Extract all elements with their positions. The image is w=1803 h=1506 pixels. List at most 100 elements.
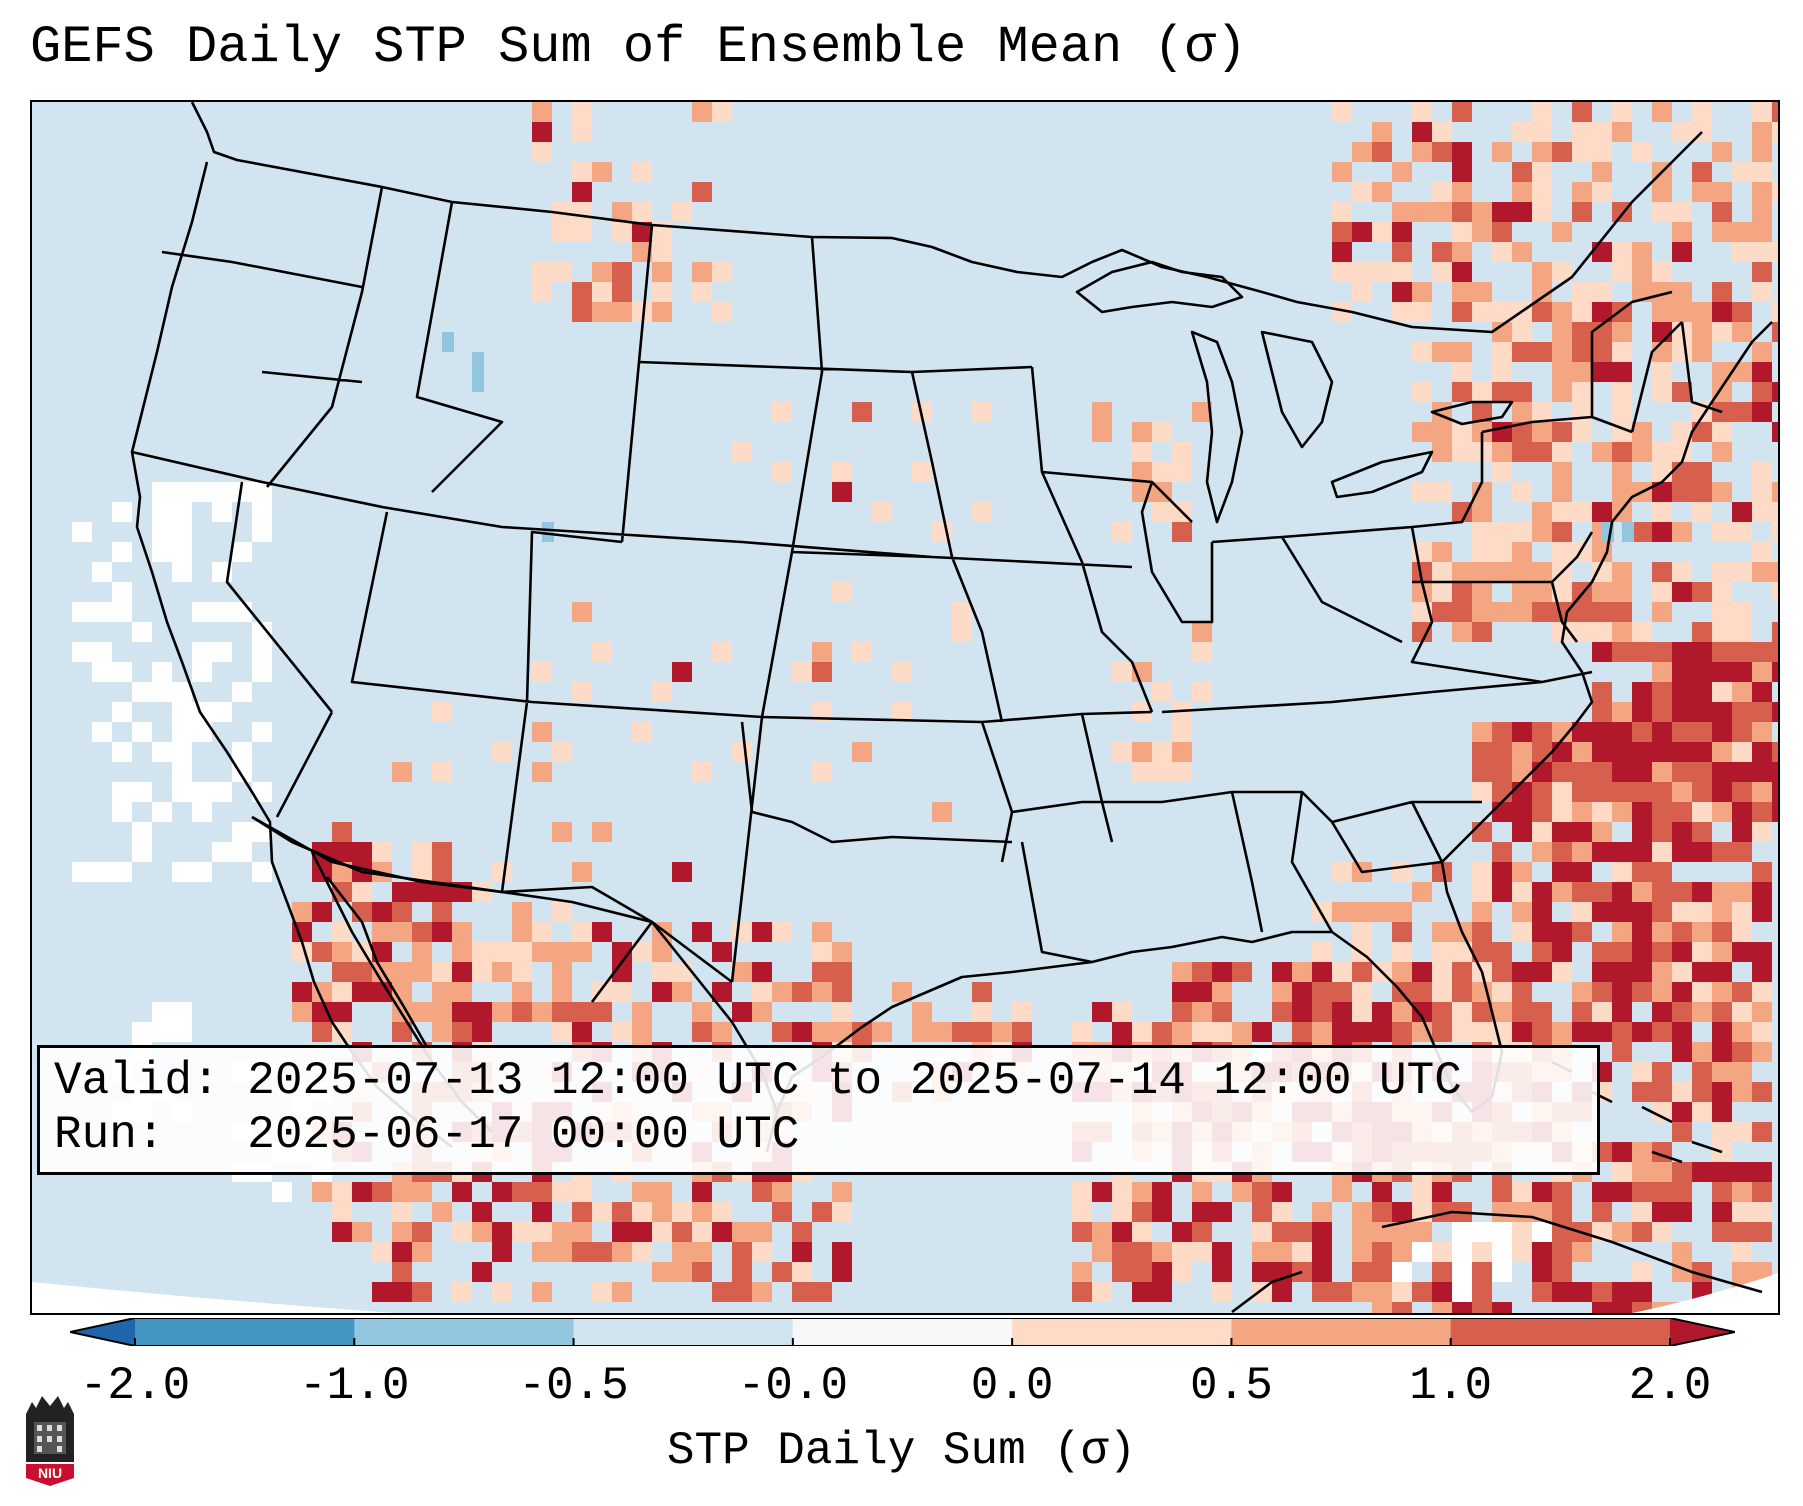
anomaly-cell [1152,762,1172,782]
anomaly-cell [1652,1002,1672,1022]
anomaly-cell [452,1182,472,1202]
anomaly-cell [1652,962,1672,982]
anomaly-cell [1512,922,1532,942]
anomaly-cell [1672,202,1692,222]
anomaly-cell [1092,1282,1112,1302]
anomaly-cell [532,1202,552,1222]
anomaly-cell [1492,782,1512,802]
anomaly-cell [1732,222,1752,242]
anomaly-cell [352,982,372,1002]
anomaly-cell [292,982,312,1002]
anomaly-cell [1272,982,1292,1002]
anomaly-cell [632,162,652,182]
anomaly-cell [172,482,192,502]
anomaly-cell [92,562,112,582]
anomaly-cell [1712,482,1732,502]
anomaly-cell [1692,722,1712,742]
anomaly-cell [692,1002,712,1022]
anomaly-cell [1132,1182,1152,1202]
projection-edge [32,1282,395,1313]
anomaly-cell [1332,962,1352,982]
anomaly-cell [1352,1262,1372,1282]
anomaly-cell [1612,1162,1632,1182]
anomaly-cell [1512,322,1532,342]
anomaly-cell [632,1022,652,1042]
anomaly-cell [1412,422,1432,442]
anomaly-cell [1092,402,1112,422]
anomaly-cell [492,742,512,762]
anomaly-cell [412,942,432,962]
anomaly-cell [912,462,932,482]
logo-text: NIU [38,1465,62,1481]
anomaly-cell [1552,482,1572,502]
anomaly-cell [1532,342,1552,362]
anomaly-cell [1592,622,1612,642]
anomaly-cell [1332,222,1352,242]
anomaly-cell [1512,522,1532,542]
anomaly-cell [1112,742,1132,762]
anomaly-cell [1752,1202,1772,1222]
anomaly-cell [572,922,592,942]
anomaly-cell [1632,822,1652,842]
anomaly-cell [112,802,132,822]
anomaly-cell [1552,1242,1572,1262]
anomaly-cell [1612,1182,1632,1202]
anomaly-cell [772,982,792,1002]
anomaly-cell [1652,382,1672,402]
anomaly-cell [1472,1262,1492,1282]
anomaly-cell [1592,1002,1612,1022]
anomaly-cell [1312,1222,1332,1242]
anomaly-cell [812,662,832,682]
anomaly-cell [392,1222,412,1242]
anomaly-cell [1692,762,1712,782]
anomaly-cell [552,982,572,1002]
anomaly-cell [1312,1002,1332,1022]
anomaly-cell [312,1182,332,1202]
anomaly-cell [592,922,612,942]
anomaly-cell [1612,482,1632,502]
anomaly-cell [1392,1282,1412,1302]
anomaly-cell [1152,1022,1172,1042]
anomaly-cell [1652,262,1672,282]
anomaly-cell [1452,142,1472,162]
anomaly-cell [692,922,712,942]
anomaly-cell [532,1002,552,1022]
anomaly-cell [1712,382,1732,402]
anomaly-cell [1612,702,1632,722]
anomaly-cell [172,682,192,702]
anomaly-cell [1112,1242,1132,1262]
anomaly-cell [1652,802,1672,822]
anomaly-cell [1712,982,1732,1002]
anomaly-cell [752,1182,772,1202]
anomaly-cell [1732,1182,1752,1202]
anomaly-cell [1452,1302,1472,1313]
anomaly-cell [352,882,372,902]
anomaly-cell [1652,342,1672,362]
anomaly-cell [1452,162,1472,182]
anomaly-cell [1632,1022,1652,1042]
anomaly-cell [252,622,272,642]
anomaly-cell [172,502,192,522]
anomaly-cell [652,942,672,962]
anomaly-cell [1592,982,1612,1002]
anomaly-cell [1132,742,1152,762]
anomaly-cell [1392,1302,1412,1313]
anomaly-cell [1492,762,1512,782]
anomaly-cell [1152,742,1172,762]
anomaly-cell [592,282,612,302]
anomaly-cell [432,1202,452,1222]
anomaly-cell [432,982,452,1002]
anomaly-cell [332,882,352,902]
anomaly-cell [1452,362,1472,382]
anomaly-cell [672,962,692,982]
anomaly-cell [1172,1002,1192,1022]
anomaly-cell [352,962,372,982]
anomaly-cell [1552,1182,1572,1202]
anomaly-cell [412,1182,432,1202]
anomaly-cell [1532,782,1552,802]
anomaly-cell [572,1022,592,1042]
anomaly-cell [1532,822,1552,842]
anomaly-cell [172,562,192,582]
anomaly-cell [1592,142,1612,162]
anomaly-cell [1712,662,1732,682]
